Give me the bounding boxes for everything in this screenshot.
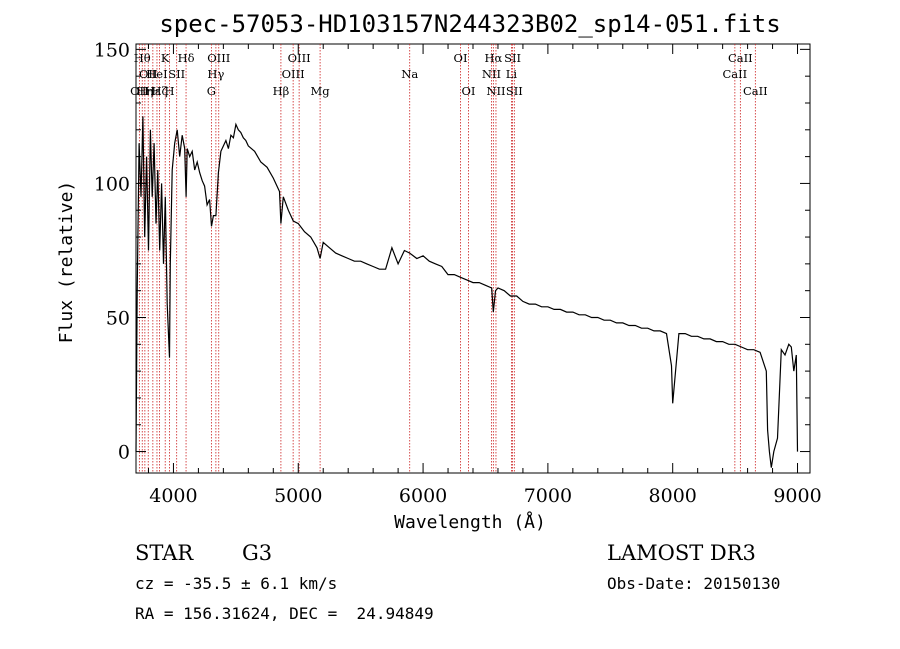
line-label: H bbox=[165, 84, 175, 98]
object-subclass: G3 bbox=[242, 541, 273, 565]
line-label: OIII bbox=[207, 51, 230, 65]
object-class: STAR bbox=[135, 541, 194, 565]
x-tick-label: 5000 bbox=[274, 485, 322, 507]
spectrum-line bbox=[135, 116, 799, 468]
y-tick-label: 100 bbox=[94, 173, 130, 195]
x-tick-label: 6000 bbox=[399, 485, 447, 507]
line-label: Li bbox=[506, 67, 518, 81]
coordinates: RA = 156.31624, DEC = 24.94849 bbox=[135, 604, 434, 623]
line-label: NII bbox=[486, 84, 505, 98]
line-label: Hδ bbox=[178, 51, 195, 65]
plot-frame bbox=[135, 43, 811, 474]
survey-name: LAMOST DR3 bbox=[607, 541, 756, 565]
line-label: CaII bbox=[728, 51, 753, 65]
line-label: Hζ bbox=[151, 84, 167, 98]
x-tick-label: 4000 bbox=[149, 485, 197, 507]
line-label: CaII bbox=[722, 67, 747, 81]
line-label: OIII bbox=[288, 51, 311, 65]
line-label: OI bbox=[454, 51, 468, 65]
redshift-velocity: cz = -35.5 ± 6.1 km/s bbox=[135, 574, 338, 593]
line-label: NII bbox=[482, 67, 501, 81]
y-axis-ticks: 0 50 100 150 bbox=[94, 39, 810, 464]
line-label: OII bbox=[139, 67, 158, 81]
line-label: OIII bbox=[282, 67, 305, 81]
line-label: OI bbox=[462, 84, 476, 98]
line-label: Hα bbox=[484, 51, 502, 65]
line-label: Hγ bbox=[207, 67, 224, 81]
line-label: G bbox=[207, 84, 216, 98]
y-tick-label: 50 bbox=[106, 307, 130, 329]
line-label: SII bbox=[168, 67, 185, 81]
y-axis-label: Flux (relative) bbox=[56, 181, 77, 344]
x-axis-ticks: 4000 5000 6000 7000 8000 9000 bbox=[147, 44, 822, 507]
spectral-line-markers bbox=[138, 44, 756, 473]
line-label: Hθ bbox=[134, 51, 151, 65]
line-label: Hη bbox=[136, 84, 153, 98]
line-label: Hε bbox=[145, 84, 161, 98]
x-axis-label: Wavelength (Å) bbox=[394, 511, 546, 533]
line-label: CaII bbox=[743, 84, 768, 98]
observation-date: Obs-Date: 20150130 bbox=[607, 574, 781, 593]
y-tick-label: 150 bbox=[94, 39, 130, 61]
line-label: K bbox=[161, 51, 170, 65]
line-label: Mg bbox=[311, 84, 331, 98]
x-tick-label: 7000 bbox=[524, 485, 572, 507]
x-tick-label: 9000 bbox=[773, 485, 821, 507]
line-label: Hβ bbox=[273, 84, 290, 98]
chart-title: spec-57053-HD103157N244323B02_sp14-051.f… bbox=[159, 10, 780, 38]
line-label: SII bbox=[506, 84, 523, 98]
x-tick-label: 8000 bbox=[649, 485, 697, 507]
line-label: Na bbox=[401, 67, 418, 81]
y-tick-label: 0 bbox=[118, 442, 130, 464]
line-label: OII bbox=[130, 84, 149, 98]
spectral-line-labels: OIIHθHηOIIHεHeIHζKHSIIHδGHγOIIIHβOIIIOII… bbox=[130, 51, 768, 98]
line-label: SII bbox=[504, 51, 521, 65]
line-label: HeI bbox=[146, 67, 167, 81]
